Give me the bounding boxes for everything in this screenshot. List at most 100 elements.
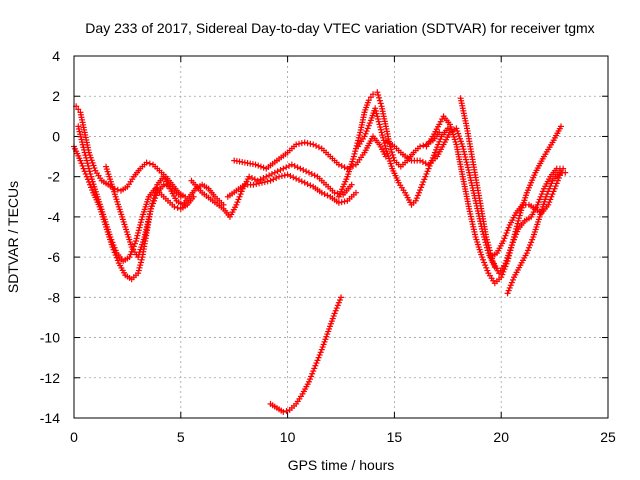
data-point <box>138 216 145 223</box>
data-point <box>151 192 158 199</box>
y-tick-label: -12 <box>40 370 60 386</box>
data-point <box>506 284 513 291</box>
data-point <box>137 262 144 269</box>
data-point <box>555 175 562 182</box>
grid <box>74 56 608 418</box>
data-point <box>256 180 263 187</box>
data-point <box>547 183 554 190</box>
data-point <box>335 161 342 168</box>
data-point <box>283 164 290 171</box>
data-point <box>436 129 443 136</box>
data-point <box>434 144 441 151</box>
y-tick-label: 0 <box>52 128 60 144</box>
data-point <box>462 156 469 163</box>
data-point <box>524 247 531 254</box>
data-point <box>152 189 159 196</box>
data-point <box>295 140 302 147</box>
data-point <box>75 106 82 113</box>
data-point <box>307 140 314 147</box>
data-point <box>79 141 86 148</box>
data-point <box>338 162 345 169</box>
data-point <box>460 146 467 153</box>
data-point <box>484 267 491 274</box>
y-tick-label: -6 <box>48 249 61 265</box>
data-point <box>376 97 383 104</box>
data-point <box>499 271 506 278</box>
data-point <box>135 229 142 236</box>
data-point <box>545 188 552 195</box>
data-point <box>150 197 157 204</box>
data-point <box>324 192 331 199</box>
data-point <box>270 176 277 183</box>
data-point <box>335 299 342 306</box>
y-tick-label: -8 <box>48 289 61 305</box>
data-point <box>334 302 341 309</box>
data-point <box>85 162 92 169</box>
data-point <box>77 157 84 164</box>
data-point <box>366 120 373 127</box>
data-point <box>377 126 384 133</box>
data-point <box>266 172 273 179</box>
data-point <box>378 129 385 136</box>
data-point <box>430 152 437 159</box>
data-point <box>308 170 315 177</box>
data-point <box>311 365 318 372</box>
data-point <box>554 177 561 184</box>
data-point <box>290 174 297 181</box>
data-point <box>465 167 472 174</box>
data-point <box>308 373 315 380</box>
data-point <box>288 161 295 168</box>
data-point <box>436 138 443 145</box>
data-point <box>426 162 433 169</box>
data-point <box>253 181 260 188</box>
y-tick-label: -4 <box>48 209 61 225</box>
data-point <box>235 196 242 203</box>
y-axis-title: SDTVAR / TECUs <box>5 181 21 293</box>
data-point <box>417 143 424 150</box>
data-point <box>297 165 304 172</box>
data-point <box>422 173 429 180</box>
chart-title: Day 233 of 2017, Sidereal Day-to-day VTE… <box>85 20 594 36</box>
data-point <box>305 169 312 176</box>
data-point <box>111 244 118 251</box>
data-point <box>236 193 243 200</box>
data-point <box>87 170 94 177</box>
data-point <box>370 91 377 98</box>
data-point <box>483 234 490 240</box>
data-point <box>486 244 493 251</box>
data-point <box>548 180 555 187</box>
data-point <box>261 179 268 186</box>
data-point <box>505 224 512 231</box>
data-point <box>237 191 244 198</box>
data-point <box>333 305 340 312</box>
data-point <box>536 196 543 203</box>
data-point <box>535 199 542 206</box>
data-point <box>75 126 82 133</box>
data-point <box>547 196 554 203</box>
data-point <box>174 204 181 211</box>
data-point <box>548 193 555 200</box>
data-point <box>114 257 121 264</box>
data-point <box>364 125 371 132</box>
data-point <box>504 290 511 297</box>
data-point <box>422 160 429 167</box>
data-point <box>543 193 550 200</box>
data-point <box>377 100 384 107</box>
data-point <box>281 172 288 179</box>
data-point <box>505 287 512 294</box>
data-point <box>276 173 283 180</box>
data-point <box>238 188 245 195</box>
data-point <box>77 133 84 140</box>
data-point <box>234 199 241 206</box>
y-tick-label: 4 <box>52 48 60 64</box>
data-point <box>485 242 492 249</box>
data-point <box>313 142 320 149</box>
data-point <box>318 189 325 196</box>
data-point <box>267 177 274 184</box>
data-point <box>110 242 117 249</box>
data-point <box>278 172 285 179</box>
data-point <box>419 181 426 188</box>
data-point <box>539 188 546 195</box>
data-point <box>367 94 374 101</box>
data-point <box>314 357 321 364</box>
